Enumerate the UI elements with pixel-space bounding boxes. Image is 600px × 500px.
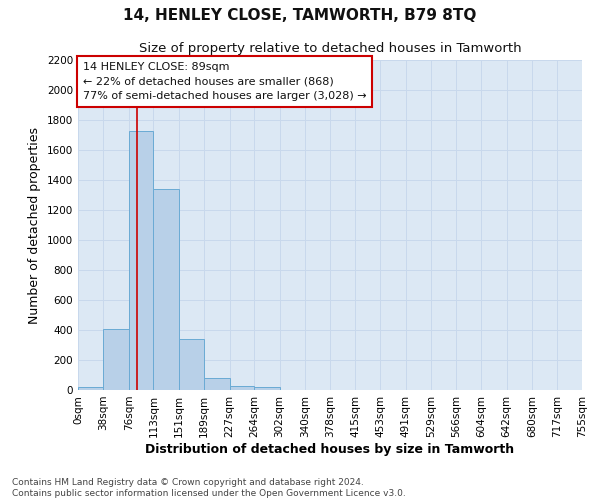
Bar	[154, 189, 179, 390]
Text: 14 HENLEY CLOSE: 89sqm
← 22% of detached houses are smaller (868)
77% of semi-de: 14 HENLEY CLOSE: 89sqm ← 22% of detached…	[83, 62, 367, 101]
Bar	[129, 130, 154, 390]
Y-axis label: Number of detached properties: Number of detached properties	[28, 126, 41, 324]
Bar	[179, 339, 204, 390]
X-axis label: Distribution of detached houses by size in Tamworth: Distribution of detached houses by size …	[145, 442, 515, 456]
Title: Size of property relative to detached houses in Tamworth: Size of property relative to detached ho…	[139, 42, 521, 54]
Bar	[103, 328, 129, 390]
Bar	[78, 387, 103, 390]
Bar	[230, 386, 254, 390]
Text: Contains HM Land Registry data © Crown copyright and database right 2024.
Contai: Contains HM Land Registry data © Crown c…	[12, 478, 406, 498]
Bar	[254, 387, 280, 390]
Text: 14, HENLEY CLOSE, TAMWORTH, B79 8TQ: 14, HENLEY CLOSE, TAMWORTH, B79 8TQ	[124, 8, 476, 22]
Bar	[204, 378, 230, 390]
